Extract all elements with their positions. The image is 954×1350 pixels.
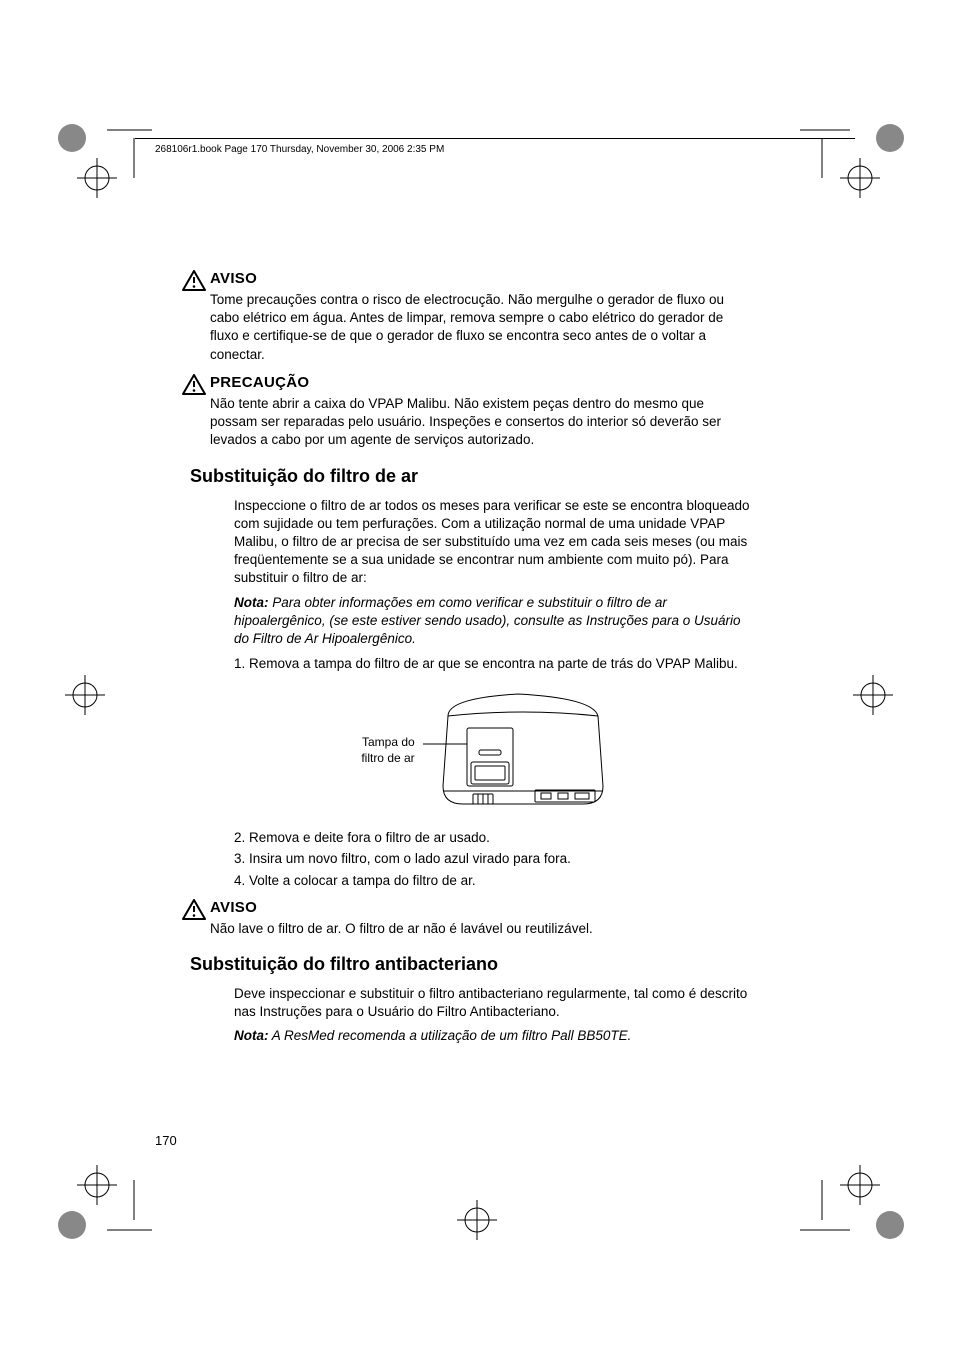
precaucao-text: Não tente abrir a caixa do VPAP Malibu. … [210, 395, 750, 450]
filtro-ar-p1: Inspeccione o filtro de ar todos os mese… [234, 497, 750, 588]
device-figure: Tampa do filtro de ar [234, 686, 750, 816]
figure-label-l2: filtro de ar [361, 751, 414, 765]
nota-text: Para obter informações em como verificar… [234, 595, 741, 646]
crop-mark-bottom-center [452, 1195, 502, 1245]
figure-label-l1: Tampa do [362, 735, 415, 749]
precaucao-heading: PRECAUÇÃO [210, 374, 750, 391]
antibac-nota: Nota: A ResMed recomenda a utilização de… [234, 1027, 750, 1045]
crop-mark-bottom-right [790, 1160, 910, 1250]
filtro-ar-steps: 1. Remova a tampa do filtro de ar que se… [234, 654, 750, 674]
warning-icon [182, 374, 206, 396]
crop-mark-top-left [52, 118, 162, 208]
running-header: 268106r1.book Page 170 Thursday, Novembe… [155, 144, 444, 155]
step-3: 3. Insira um novo filtro, com o lado azu… [234, 849, 750, 869]
warning-icon [182, 899, 206, 921]
aviso-2-text: Não lave o filtro de ar. O filtro de ar … [210, 920, 750, 938]
device-illustration [423, 686, 623, 816]
warning-icon [182, 270, 206, 292]
nota-label: Nota: [234, 1028, 269, 1043]
aviso-1-block: AVISO Tome precauções contra o risco de … [210, 270, 750, 364]
page-number: 170 [155, 1133, 177, 1148]
step-4: 4. Volte a colocar a tampa do filtro de … [234, 871, 750, 891]
header-rule [135, 138, 855, 139]
heading-filtro-antibac: Substituição do filtro antibacteriano [190, 954, 750, 975]
crop-mark-top-right [790, 118, 910, 208]
precaucao-block: PRECAUÇÃO Não tente abrir a caixa do VPA… [210, 374, 750, 450]
nota-text: A ResMed recomenda a utilização de um fi… [269, 1028, 632, 1043]
step-1: 1. Remova a tampa do filtro de ar que se… [234, 654, 750, 674]
aviso-2-block: AVISO Não lave o filtro de ar. O filtro … [210, 899, 750, 938]
filtro-ar-nota: Nota: Para obter informações em como ver… [234, 594, 750, 649]
heading-filtro-ar: Substituição do filtro de ar [190, 466, 750, 487]
aviso-2-heading: AVISO [210, 899, 750, 916]
crop-mark-bottom-left [52, 1160, 162, 1250]
page-body: AVISO Tome precauções contra o risco de … [210, 270, 750, 1051]
figure-label: Tampa do filtro de ar [361, 735, 414, 766]
crop-mark-mid-right [848, 670, 898, 720]
filtro-ar-steps-cont: 2. Remova e deite fora o filtro de ar us… [234, 828, 750, 891]
step-2: 2. Remova e deite fora o filtro de ar us… [234, 828, 750, 848]
aviso-1-heading: AVISO [210, 270, 750, 287]
crop-mark-mid-left [60, 670, 110, 720]
nota-label: Nota: [234, 595, 269, 610]
antibac-p1: Deve inspeccionar e substituir o filtro … [234, 985, 750, 1021]
aviso-1-text: Tome precauções contra o risco de electr… [210, 291, 750, 364]
